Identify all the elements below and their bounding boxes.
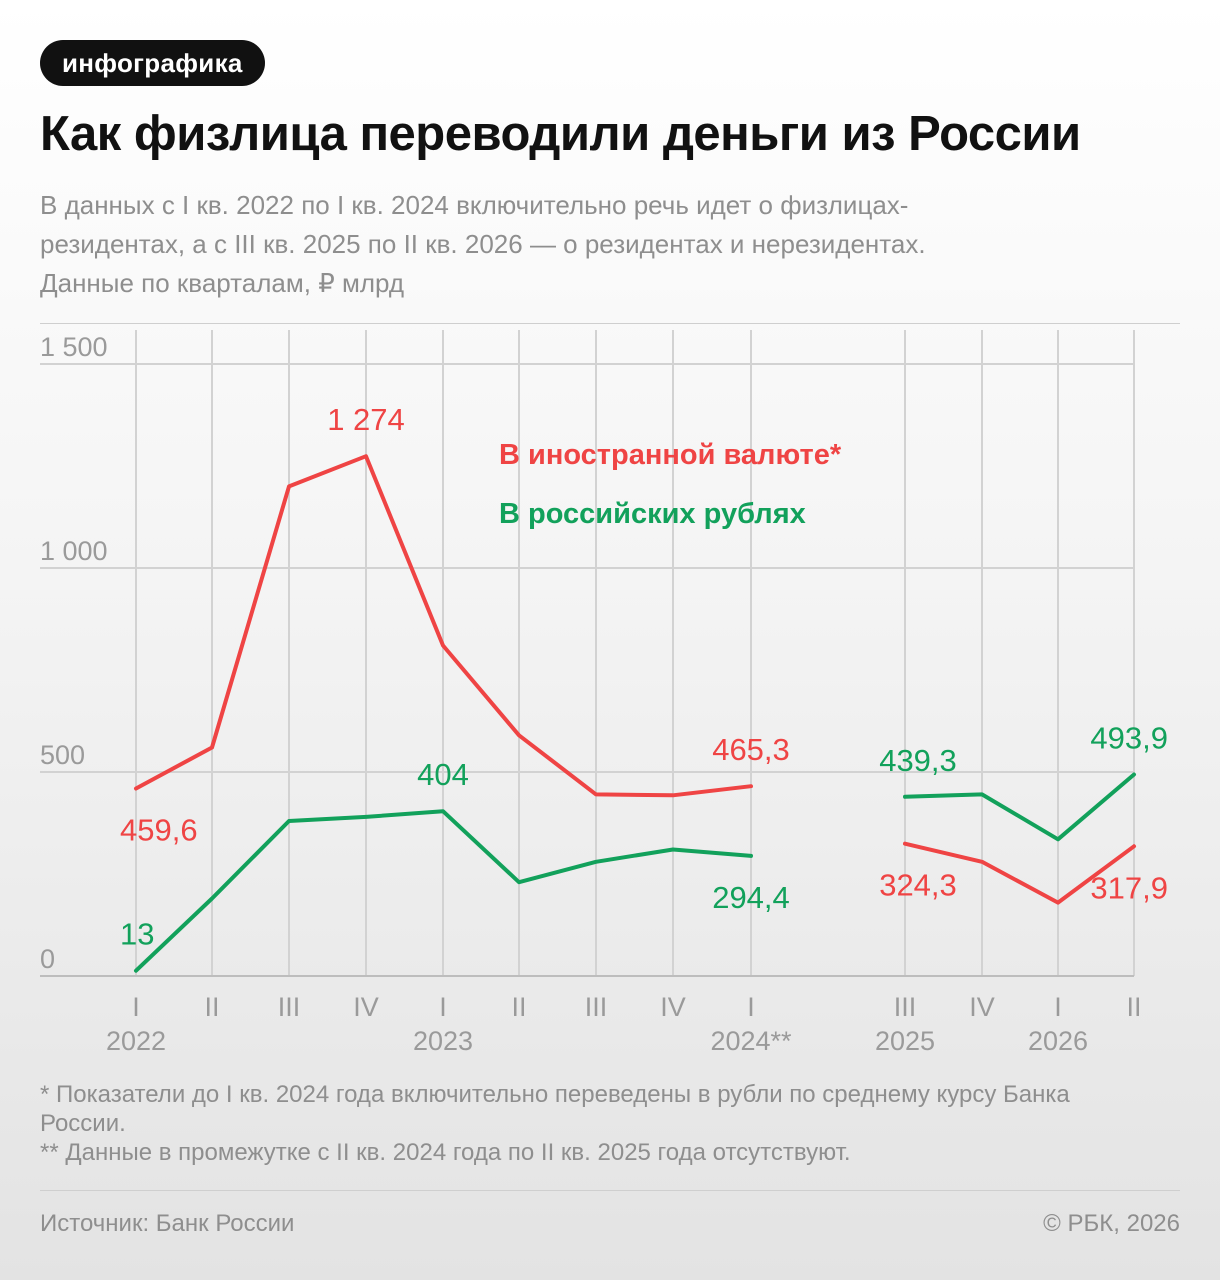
x-tick-label: I bbox=[747, 992, 755, 1022]
y-tick-label: 0 bbox=[40, 944, 55, 974]
x-tick-label: IV bbox=[353, 992, 379, 1022]
x-tick-label: IV bbox=[660, 992, 686, 1022]
x-tick-label: I bbox=[439, 992, 447, 1022]
year-label: 2026 bbox=[1028, 1026, 1088, 1056]
x-tick-label: I bbox=[1054, 992, 1062, 1022]
bottom-divider bbox=[40, 1190, 1180, 1191]
subtitle-line-1: В данных с I кв. 2022 по I кв. 2024 вклю… bbox=[40, 190, 909, 220]
legend-entry: В российских рублях bbox=[499, 498, 806, 530]
data-label: 459,6 bbox=[120, 812, 198, 847]
footnote-1: * Показатели до I кв. 2024 года включите… bbox=[40, 1081, 1070, 1137]
data-label: 493,9 bbox=[1090, 720, 1168, 755]
year-label: 2024** bbox=[710, 1026, 792, 1056]
series-line-2 bbox=[134, 809, 753, 973]
data-label: 324,3 bbox=[879, 868, 957, 903]
data-label: 1 274 bbox=[327, 402, 405, 437]
year-label: 2023 bbox=[413, 1026, 473, 1056]
footnotes: * Показатели до I кв. 2024 года включите… bbox=[40, 1080, 1160, 1167]
footnote-2: ** Данные в промежутке с II кв. 2024 год… bbox=[40, 1139, 851, 1166]
series-line-1 bbox=[134, 454, 753, 798]
series-line-2 bbox=[903, 772, 1136, 842]
data-label: 317,9 bbox=[1090, 870, 1168, 905]
x-tick-label: II bbox=[1126, 992, 1141, 1022]
x-tick-label: III bbox=[278, 992, 301, 1022]
x-tick-label: I bbox=[132, 992, 140, 1022]
subtitle-line-2: резидентах, а с III кв. 2025 по II кв. 2… bbox=[40, 229, 926, 259]
x-tick-label: IV bbox=[969, 992, 995, 1022]
data-label: 465,3 bbox=[712, 732, 790, 767]
subtitle-line-3: Данные по кварталам, ₽ млрд bbox=[40, 268, 405, 298]
source-label: Источник: Банк России bbox=[40, 1210, 295, 1237]
year-label: 2022 bbox=[106, 1026, 166, 1056]
x-tick-label: III bbox=[894, 992, 917, 1022]
subtitle: В данных с I кв. 2022 по I кв. 2024 вклю… bbox=[40, 186, 1150, 303]
data-label: 439,3 bbox=[879, 743, 957, 778]
x-tick-label: II bbox=[511, 992, 526, 1022]
x-tick-label: II bbox=[204, 992, 219, 1022]
infographic-badge: инфографика bbox=[40, 40, 265, 86]
data-label: 13 bbox=[120, 917, 154, 952]
data-label: 294,4 bbox=[712, 880, 790, 915]
legend-entry: В иностранной валюте* bbox=[499, 439, 842, 471]
series-line-1 bbox=[903, 841, 1136, 905]
data-label: 404 bbox=[417, 757, 469, 792]
y-tick-label: 1 500 bbox=[40, 332, 108, 362]
page-title: Как физлица переводили деньги из России bbox=[40, 107, 1081, 161]
year-label: 2025 bbox=[875, 1026, 935, 1056]
copyright-label: © РБК, 2026 bbox=[1043, 1210, 1180, 1237]
top-divider bbox=[40, 323, 1180, 324]
y-tick-label: 500 bbox=[40, 740, 85, 770]
x-tick-label: III bbox=[585, 992, 608, 1022]
y-tick-label: 1 000 bbox=[40, 536, 108, 566]
